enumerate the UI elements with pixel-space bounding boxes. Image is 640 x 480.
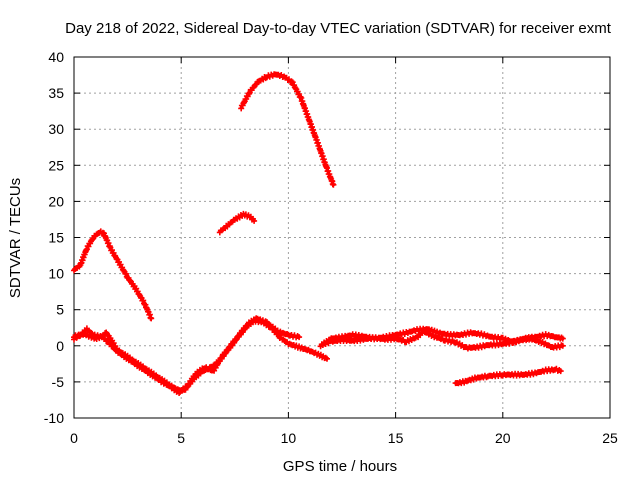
x-tick-label: 5: [177, 430, 185, 446]
series-line: [218, 212, 256, 234]
series-arc-3: [238, 71, 337, 188]
y-axis-label: SDTVAR / TECUs: [7, 178, 24, 298]
series-line: [454, 368, 563, 385]
x-tick-label: 25: [602, 430, 618, 446]
series-line: [72, 316, 301, 395]
y-tick-label: 20: [48, 193, 64, 209]
gridlines: [74, 57, 610, 418]
y-tick-label: 35: [48, 85, 64, 101]
x-tick-label: 0: [70, 430, 78, 446]
series-arc-7: [319, 328, 566, 352]
series-arc-1: [71, 228, 155, 322]
y-tick-label: -5: [52, 374, 65, 390]
y-tick-label: -10: [44, 410, 64, 426]
data-series: [71, 71, 566, 396]
y-tick-label: 40: [48, 49, 64, 65]
y-tick-label: 5: [56, 302, 64, 318]
series-line: [72, 230, 153, 320]
x-tick-label: 15: [388, 430, 404, 446]
y-tick-label: 15: [48, 230, 64, 246]
y-tick-label: 25: [48, 157, 64, 173]
series-arc-2: [216, 210, 258, 236]
y-tick-label: 30: [48, 121, 64, 137]
chart-title: Day 218 of 2022, Sidereal Day-to-day VTE…: [65, 20, 612, 37]
series-arc-8: [452, 365, 564, 387]
y-tick-label: 0: [56, 338, 64, 354]
ticks: 0 5 10 15 20 25 -10 -5 0 5 10 15 20 25 30 35 40: [44, 49, 618, 446]
series-line: [321, 329, 565, 350]
x-tick-label: 20: [495, 430, 511, 446]
y-tick-label: 10: [48, 266, 64, 282]
series-arc-5: [71, 315, 303, 396]
x-axis-label: GPS time / hours: [283, 458, 397, 475]
series-line: [239, 72, 335, 187]
x-tick-label: 10: [281, 430, 297, 446]
